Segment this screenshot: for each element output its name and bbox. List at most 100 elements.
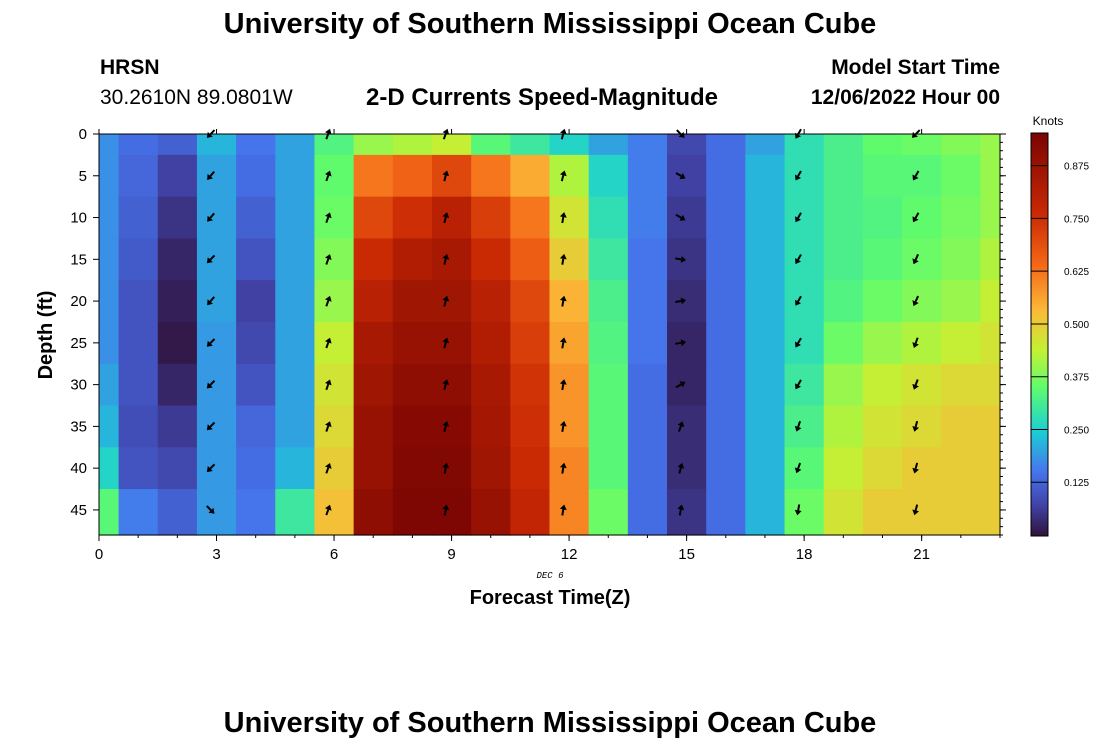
current-arrow <box>795 379 802 390</box>
heatmap-cell <box>236 238 276 281</box>
arrow-head <box>559 337 567 343</box>
heatmap-cell <box>627 196 668 240</box>
heatmap-cells <box>99 134 1001 536</box>
heatmap-cell <box>627 238 668 281</box>
heatmap-cell <box>392 134 433 156</box>
colorbar-tick-label: 0.375 <box>1064 373 1089 384</box>
heatmap-cell <box>862 196 903 240</box>
x-tick-label: 6 <box>330 546 338 563</box>
arrow-head <box>325 504 332 511</box>
heatmap-cell <box>431 280 472 323</box>
heatmap-cell <box>823 134 864 156</box>
arrow-shaft <box>325 509 330 516</box>
heatmap-cell <box>99 134 120 156</box>
heatmap-cell <box>353 447 394 490</box>
heatmap-cell <box>862 238 903 281</box>
colorbar-ticks: 0.125 0.250 0.375 0.500 0.625 0.750 0.875 <box>1031 162 1089 489</box>
arrow-shaft <box>209 380 216 386</box>
arrow-shaft <box>914 295 920 302</box>
heatmap-cell <box>706 321 746 365</box>
current-arrow <box>912 337 919 348</box>
current-arrow <box>795 170 802 181</box>
heatmap-cell <box>157 489 198 536</box>
current-arrow <box>677 462 685 474</box>
arrow-head <box>794 509 802 516</box>
arrow-shaft <box>443 216 447 224</box>
heatmap-cell <box>980 447 1001 490</box>
current-arrow <box>559 379 567 391</box>
arrow-head <box>677 504 685 511</box>
arrow-shaft <box>561 425 565 432</box>
heatmap-cell <box>588 321 629 365</box>
current-arrow <box>675 256 687 263</box>
arrow-head <box>912 300 919 307</box>
arrow-head <box>912 174 919 181</box>
heatmap-cell <box>353 321 394 365</box>
x-tick-label: 12 <box>561 546 578 563</box>
heatmap-cell <box>823 196 864 240</box>
arrow-shaft <box>209 212 215 219</box>
x-tick-label: 18 <box>796 546 813 563</box>
heatmap-cell <box>549 134 590 156</box>
heatmap-cell <box>706 447 746 490</box>
heatmap-cell <box>902 134 942 156</box>
heatmap-cell <box>196 447 237 490</box>
arrow-head <box>442 295 450 302</box>
heatmap-cell <box>118 154 159 198</box>
arrow-shaft <box>325 216 330 224</box>
heatmap-cell <box>196 154 237 198</box>
heatmap-cell <box>902 238 942 281</box>
heatmap-cell <box>823 154 864 198</box>
arrow-shaft <box>914 420 919 428</box>
arrow-shaft <box>797 212 802 219</box>
heatmap-cell <box>118 280 159 323</box>
arrow-head <box>559 504 567 511</box>
heatmap-cell <box>667 196 707 240</box>
current-arrow <box>206 254 216 264</box>
heatmap-cell <box>314 280 355 323</box>
heatmap-cell <box>706 405 746 448</box>
heatmap-cell <box>157 154 198 198</box>
current-arrows <box>206 128 921 516</box>
current-arrow <box>559 212 567 224</box>
current-arrow <box>442 504 450 516</box>
heatmap-cell <box>706 489 746 536</box>
heatmap-cell <box>431 489 472 536</box>
heatmap-cell <box>706 363 746 407</box>
heatmap-cell <box>941 154 982 198</box>
y-axis-label: Depth (ft) <box>35 291 57 380</box>
heatmap-cell <box>392 321 433 365</box>
arrow-head <box>442 337 450 344</box>
arrow-head <box>325 212 332 219</box>
arrow-shaft <box>914 504 919 511</box>
heatmap-cell <box>236 196 276 240</box>
heatmap-cell <box>902 196 942 240</box>
arrow-head <box>442 379 450 385</box>
heatmap-cell <box>314 196 355 240</box>
y-tick-label: 5 <box>79 168 87 185</box>
current-arrow <box>912 420 919 432</box>
y-tick-label: 30 <box>70 377 87 394</box>
heatmap-cell <box>157 280 198 323</box>
station-coordinates: 30.2610N 89.0801W <box>100 86 293 109</box>
heatmap-cell <box>667 154 707 198</box>
arrow-shaft <box>561 216 565 224</box>
heatmap-cell <box>510 134 551 156</box>
heatmap-cell <box>980 363 1001 407</box>
y-tick-label: 35 <box>70 418 87 435</box>
heatmap-cell <box>236 405 276 448</box>
heatmap-cell <box>549 280 590 323</box>
heatmap-cell <box>941 238 982 281</box>
arrow-shaft <box>209 170 215 177</box>
footer-title: University of Southern Mississippi Ocean… <box>223 707 877 739</box>
heatmap-cell <box>784 489 825 536</box>
arrow-head <box>795 341 801 348</box>
arrow-head <box>442 462 450 469</box>
heatmap-cell <box>196 321 237 365</box>
heatmap-cell <box>157 363 198 407</box>
arrow-head <box>442 421 450 427</box>
arrow-head <box>325 463 332 469</box>
arrow-shaft <box>325 342 330 349</box>
x-axis-label: Forecast Time(Z) <box>470 587 631 609</box>
arrow-shaft <box>443 509 447 516</box>
